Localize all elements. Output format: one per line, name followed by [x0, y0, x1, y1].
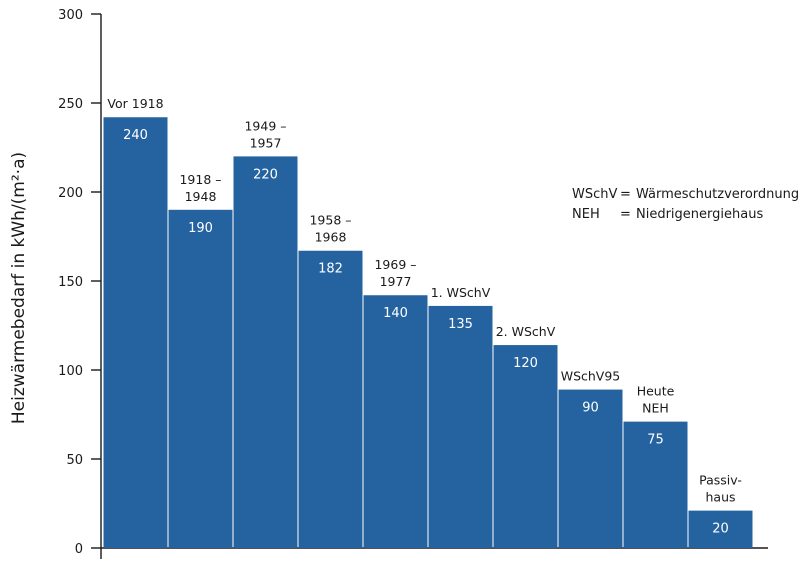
category-label: Heute [637, 384, 675, 399]
legend: WSchV = Wärmeschutzverordnung NEH = Niedrigen… [572, 187, 799, 222]
category-label: 1969 – [374, 257, 416, 272]
bar [168, 209, 233, 549]
category-label: 1977 [380, 274, 412, 289]
category-label: 1918 – [179, 172, 221, 187]
category-label: 1957 [250, 135, 282, 150]
legend-separator: = [620, 207, 631, 222]
bar [688, 510, 753, 548]
legend-abbr: WSchV [572, 187, 617, 202]
y-axis-label: Heizwärmebedarf in kWh/(m²·a) [9, 152, 29, 424]
category-label: Passiv- [699, 473, 742, 488]
category-label: NEH [642, 401, 669, 416]
y-tick-label: 100 [58, 364, 83, 379]
y-tick-label: 300 [58, 8, 83, 23]
category-label: 1948 [185, 189, 217, 204]
bar [233, 156, 298, 548]
bar [558, 389, 623, 548]
legend-separator: = [620, 187, 631, 202]
bar [363, 295, 428, 548]
bar [103, 117, 168, 549]
bar-value-label: 140 [383, 306, 408, 321]
legend-description: Wärmeschutzverordnung [636, 187, 799, 202]
bar-value-label: 240 [123, 128, 148, 143]
category-label: 1949 – [244, 118, 286, 133]
category-label: 1958 – [309, 213, 351, 228]
bar [493, 345, 558, 548]
bar-value-label: 190 [188, 221, 213, 236]
y-tick-label: 50 [66, 453, 83, 468]
category-label: WSchV95 [561, 369, 621, 384]
y-tick-label: 0 [75, 542, 83, 557]
bar-value-label: 182 [318, 262, 343, 277]
category-label: Vor 1918 [107, 96, 163, 111]
y-tick-label: 200 [58, 186, 83, 201]
category-labels: Vor 1918 1918 – 1948 1949 – 1957 1958 – 1968 19… [107, 96, 741, 504]
category-label: 1968 [315, 230, 347, 245]
bar [623, 421, 688, 548]
bar-value-label: 220 [253, 167, 278, 182]
category-label: 2. WSchV [496, 324, 556, 339]
bar [298, 250, 363, 549]
legend-description: Niedrigenergiehaus [636, 207, 763, 222]
y-tick-label: 150 [58, 275, 83, 290]
bar-value-label: 75 [647, 433, 664, 448]
category-label: haus [705, 490, 735, 505]
bars [103, 117, 753, 549]
y-axis: 0 50 100 150 200 250 300 [58, 8, 101, 557]
bar-value-label: 90 [582, 401, 599, 416]
bar-value-label: 135 [448, 317, 473, 332]
bar [428, 305, 493, 548]
y-tick-label: 250 [58, 97, 83, 112]
value-labels: 240 190 220 182 140 135 120 90 75 20 [123, 128, 729, 536]
legend-abbr: NEH [572, 207, 600, 222]
bar-value-label: 120 [513, 356, 538, 371]
category-label: 1. WSchV [431, 285, 491, 300]
bar-value-label: 20 [712, 522, 729, 537]
